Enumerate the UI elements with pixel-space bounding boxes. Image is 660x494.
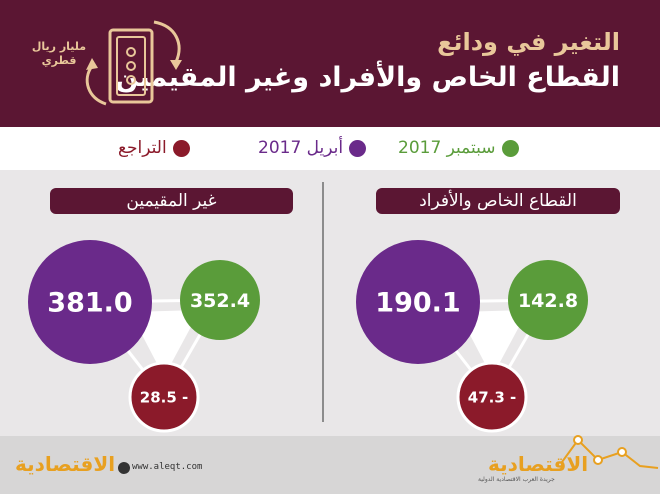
non-residents-april-bubble-label: 381.0 [47,288,132,319]
private-sector-september-bubble-label: 142.8 [518,290,578,312]
footer-logo-left: الاقتصادية [15,452,116,476]
chart-title-line2: القطاع الخاص والأفراد وغير المقيمين [115,62,620,93]
private-sector-april-bubble [356,240,480,364]
footer-logo-sub: جريدة العرب الاقتصادية الدولية [478,476,555,483]
legend-item-decline: التراجع [118,138,190,158]
legend-label-april: أبريل 2017 [258,138,344,158]
footer-url[interactable]: www.aleqt.com [132,462,203,472]
unit-label-line2: قطري [41,54,77,68]
footer-band [0,436,660,494]
non-residents-decline-bubble-label: 28.5 - [140,388,188,406]
private-sector-decline-bubble [456,361,528,433]
private-sector-april-bubble-label: 190.1 [375,288,460,319]
footer-logo-right: الاقتصادية [488,452,589,476]
non-residents-connector-fill [130,310,200,377]
money-exchange-icon [85,20,182,106]
unit-label-line1: مليار ريال [31,40,87,53]
trend-line-icon [561,435,659,469]
panel-title-non-residents: غير المقيمين [50,188,293,214]
unit-label: مليار ريال قطري [24,40,94,69]
legend-dot-september [501,139,519,157]
legend-label-decline: التراجع [118,138,167,158]
legend-label-september: سبتمبر 2017 [398,138,496,158]
legend-dot-decline [172,139,190,157]
legend-band [0,127,660,170]
non-residents-september-bubble-label: 352.4 [190,290,250,312]
legend-dot-april [349,139,367,157]
panel-divider [322,182,324,422]
non-residents-april-bubble [28,240,152,364]
panel-title-private-sector: القطاع الخاص والأفراد [376,188,620,214]
non-residents-september-bubble [180,260,260,340]
private-sector-connector-fill [458,310,528,377]
non-residents-decline-bubble [128,361,200,433]
legend-item-april: أبريل 2017 [258,138,367,158]
private-sector-decline-bubble-label: 47.3 - [468,388,516,406]
legend-item-september: سبتمبر 2017 [398,138,519,158]
private-sector-september-bubble [508,260,588,340]
chart-title-line1: التغير في ودائع [437,28,620,56]
globe-icon [118,462,130,474]
